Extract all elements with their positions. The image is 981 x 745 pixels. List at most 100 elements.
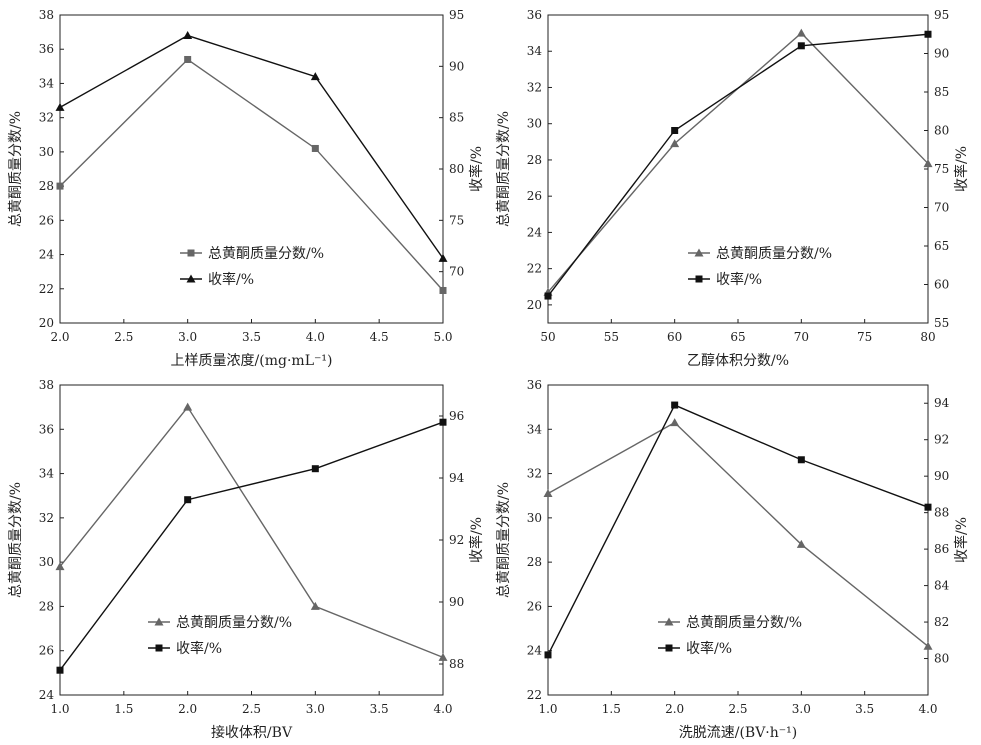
data-point-series-2 xyxy=(797,42,805,50)
y-left-axis-title: 总黄酮质量分数/% xyxy=(7,482,24,598)
data-point-series-2 xyxy=(55,102,65,111)
y-left-tick-label: 28 xyxy=(39,599,54,613)
series-line-2 xyxy=(547,404,929,656)
x-tick-label: 1.5 xyxy=(602,702,621,716)
y-left-tick-label: 24 xyxy=(39,248,55,262)
x-tick-label: 4.0 xyxy=(306,330,325,344)
y-right-tick-label: 60 xyxy=(934,278,949,292)
y-right-tick-label: 82 xyxy=(934,615,949,629)
x-tick-label: 3.0 xyxy=(306,702,325,716)
chart-panel-1: 2.0 2.5 3.0 3.5 4.0 4.5 5.0 20 22 24 26 28 30 32 34 36 3… xyxy=(7,8,485,369)
y-left-tick-label: 32 xyxy=(527,467,542,481)
y-left-tick-label: 36 xyxy=(39,422,54,436)
data-point-series-2 xyxy=(797,456,805,464)
legend-label: 收率/% xyxy=(716,271,762,288)
y-right-tick-label: 88 xyxy=(934,506,949,520)
y-left-tick-label: 38 xyxy=(39,378,54,392)
y-left-tick-label: 34 xyxy=(527,422,543,436)
data-point-series-2 xyxy=(184,496,192,504)
y-right-tick-label: 88 xyxy=(449,657,464,671)
x-tick-label: 2.0 xyxy=(665,702,684,716)
y-left-tick-label: 20 xyxy=(39,316,54,330)
legend-label: 总黄酮质量分数/% xyxy=(716,245,832,262)
y-left-tick-label: 32 xyxy=(39,511,54,525)
x-tick-label: 75 xyxy=(857,330,872,344)
data-point-series-2 xyxy=(183,31,193,40)
y-left-tick-label: 26 xyxy=(527,189,542,203)
x-axis-title: 上样质量浓度/(mg·mL⁻¹) xyxy=(171,353,333,369)
y-right-tick-label: 75 xyxy=(449,213,464,227)
data-point-series-1 xyxy=(310,601,320,610)
data-point-series-1 xyxy=(311,144,319,152)
x-tick-label: 50 xyxy=(540,330,555,344)
y-left-axis-title: 总黄酮质量分数/% xyxy=(495,482,512,598)
x-tick-label: 55 xyxy=(604,330,619,344)
data-point-series-1 xyxy=(439,286,447,294)
legend-marker xyxy=(155,644,163,652)
data-point-series-1 xyxy=(55,562,65,571)
legend-label: 总黄酮质量分数/% xyxy=(176,614,292,631)
y-left-tick-label: 30 xyxy=(527,117,542,131)
data-point-series-1 xyxy=(56,182,64,190)
y-left-axis-title: 总黄酮质量分数/% xyxy=(7,111,24,227)
y-left-tick-label: 32 xyxy=(527,80,542,94)
y-right-tick-label: 80 xyxy=(449,162,464,176)
data-point-series-2 xyxy=(439,418,447,426)
y-left-tick-label: 36 xyxy=(39,42,54,56)
data-point-series-2 xyxy=(924,503,932,511)
data-point-series-2 xyxy=(671,401,679,409)
series-line-2 xyxy=(547,33,929,297)
x-tick-label: 1.0 xyxy=(538,702,557,716)
x-axis-title: 乙醇体积分数/% xyxy=(687,352,789,369)
data-point-series-1 xyxy=(183,402,193,411)
data-point-series-1 xyxy=(796,539,806,548)
y-right-tick-label: 90 xyxy=(934,47,949,61)
y-right-axis-title: 收率/% xyxy=(953,517,970,563)
x-axis-title: 洗脱流速/(BV·h⁻¹) xyxy=(679,725,798,741)
legend-marker xyxy=(694,248,704,257)
x-tick-label: 65 xyxy=(730,330,745,344)
data-point-series-2 xyxy=(924,30,932,38)
series-line-2 xyxy=(59,34,444,259)
y-left-tick-label: 26 xyxy=(39,644,54,658)
y-left-tick-label: 24 xyxy=(527,644,543,658)
y-left-tick-label: 30 xyxy=(39,555,54,569)
y-left-tick-label: 22 xyxy=(527,262,542,276)
data-point-series-2 xyxy=(310,72,320,81)
y-right-tick-label: 90 xyxy=(449,595,464,609)
plot-frame xyxy=(59,384,444,696)
x-tick-label: 3.5 xyxy=(370,702,389,716)
x-tick-label: 3.0 xyxy=(178,330,197,344)
legend-marker xyxy=(664,617,674,626)
y-left-tick-label: 34 xyxy=(39,467,55,481)
data-point-series-1 xyxy=(543,489,553,497)
data-point-series-1 xyxy=(670,139,680,148)
legend-label: 收率/% xyxy=(686,640,732,657)
data-point-series-2 xyxy=(311,465,319,473)
y-right-tick-label: 90 xyxy=(449,59,464,73)
legend-marker xyxy=(187,249,195,257)
y-right-tick-label: 95 xyxy=(449,8,464,22)
y-right-tick-label: 75 xyxy=(934,162,949,176)
y-right-tick-label: 80 xyxy=(934,124,949,138)
y-right-tick-label: 84 xyxy=(934,579,950,593)
y-left-tick-label: 22 xyxy=(527,688,542,702)
y-left-tick-label: 34 xyxy=(39,76,55,90)
x-tick-label: 4.0 xyxy=(433,702,452,716)
y-left-tick-label: 36 xyxy=(527,378,542,392)
legend-label: 总黄酮质量分数/% xyxy=(686,614,802,631)
data-point-series-2 xyxy=(56,666,64,674)
y-right-axis-title: 收率/% xyxy=(468,517,485,563)
y-left-axis-title: 总黄酮质量分数/% xyxy=(495,111,512,227)
x-tick-label: 2.0 xyxy=(178,702,197,716)
chart-panel-2: 50 55 60 65 70 75 80 20 22 24 26 28 30 32 34 36 55 60 65 70… xyxy=(495,8,970,369)
data-point-series-2 xyxy=(438,253,448,262)
series-line-1 xyxy=(547,421,929,647)
y-right-tick-label: 55 xyxy=(934,316,949,330)
y-right-tick-label: 94 xyxy=(934,396,950,410)
legend-label: 收率/% xyxy=(176,640,222,657)
y-right-tick-label: 85 xyxy=(449,111,464,125)
x-tick-label: 2.0 xyxy=(50,330,69,344)
y-left-tick-label: 38 xyxy=(39,8,54,22)
